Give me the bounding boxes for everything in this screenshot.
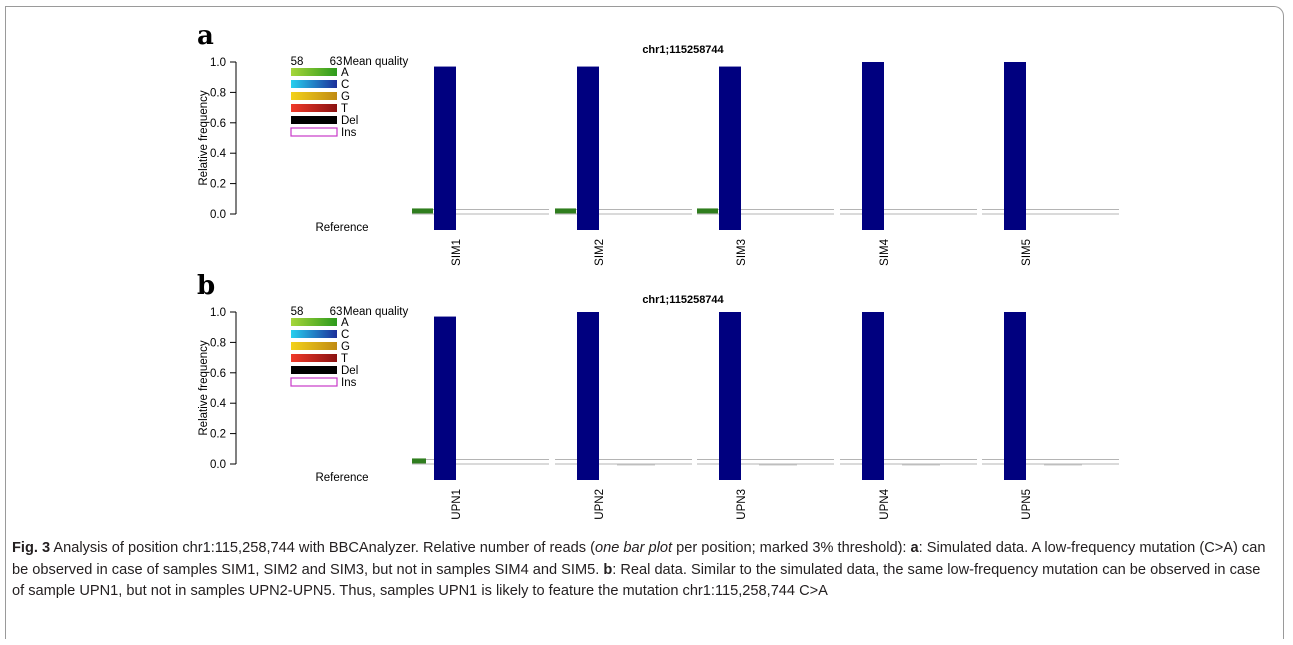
reference-bar (862, 62, 884, 230)
caption-text-4: : Real data. Similar to the simulated da… (12, 561, 1261, 600)
y-tick-label: 0.8 (210, 337, 226, 349)
bar-group-upn5: UPN5 (982, 312, 1119, 520)
reference-bar (719, 312, 741, 480)
reference-bar (862, 312, 884, 480)
legend-scale-max: 63 (330, 306, 343, 318)
legend-swatch-ins (290, 377, 338, 387)
panel-letter: a (197, 21, 214, 51)
caption-text-2: per position; marked 3% threshold): (672, 540, 911, 556)
y-axis-label: Relative frequency (198, 90, 210, 185)
legend-swatch-g (291, 342, 337, 350)
chart-title: chr1;115258744 (642, 44, 724, 56)
panel-letter: b (197, 271, 215, 301)
caption-fig-label: Fig. 3 (12, 540, 51, 556)
reference-bar (1004, 312, 1026, 480)
caption-text-3: : Simulated data. A low-frequency mutati… (12, 540, 1266, 578)
caption-bold-a: a (910, 540, 919, 556)
legend-label-a: A (341, 317, 349, 329)
legend-scale-title: Mean quality (343, 56, 408, 68)
legend-label-ins: Ins (341, 127, 357, 139)
y-tick-label: 0.2 (210, 179, 226, 191)
figure-caption: Fig. 3 Analysis of position chr1:115,258… (12, 538, 1274, 603)
legend-swatch-a (291, 318, 337, 326)
y-tick-label: 0.6 (210, 118, 226, 130)
category-label-sim4: SIM4 (879, 238, 891, 265)
bar-group-upn2: UPN2 (555, 312, 692, 520)
reference-bar (577, 312, 599, 480)
caption-text-1: Analysis of position chr1:115,258,744 wi… (50, 540, 595, 556)
legend-swatch-t (291, 104, 337, 112)
legend-scale-min: 58 (291, 56, 304, 68)
category-label-upn1: UPN1 (451, 489, 463, 520)
y-tick-label: 1.0 (210, 57, 226, 69)
category-label-sim5: SIM5 (1021, 239, 1033, 266)
y-tick-label: 0.8 (210, 87, 226, 99)
legend-swatch-g (291, 92, 337, 100)
legend-label-c: C (341, 79, 349, 91)
category-label-sim3: SIM3 (736, 239, 748, 266)
caption-bold-b: b (603, 561, 613, 578)
reference-label: Reference (315, 472, 368, 484)
category-label-sim1: SIM1 (451, 239, 463, 266)
legend-swatch-c (291, 330, 337, 338)
legend-scale-min: 58 (291, 306, 304, 318)
bar-group-upn1: UPN1 (412, 316, 549, 520)
panel-b: b chr1;115258744 0.0 0.2 0.4 0.6 0.8 1.0 Relativ… (197, 271, 1119, 520)
y-tick-label: 0.6 (210, 368, 226, 380)
panel-a: a chr1;115258744 0.0 0.2 0.4 0.6 0.8 1.0 Relativ… (197, 21, 1119, 266)
y-tick-label: 0.4 (210, 148, 227, 160)
y-tick-label: 0.0 (210, 459, 226, 471)
legend-label-del: Del (341, 365, 358, 377)
reference-bar (434, 66, 456, 230)
legend-swatch-t (291, 354, 337, 362)
legend-scale-title: Mean quality (343, 306, 408, 318)
bar-group-sim1: SIM1 (412, 66, 549, 266)
mutation-bar (412, 208, 433, 214)
bar-group-sim5: SIM5 (982, 62, 1119, 266)
category-label-upn2: UPN2 (594, 489, 606, 520)
y-tick-label: 0.0 (210, 209, 226, 221)
legend-label-c: C (341, 329, 349, 341)
legend-label-del: Del (341, 115, 358, 127)
reference-bar (577, 66, 599, 230)
legend-scale-max: 63 (330, 56, 343, 68)
category-label-upn3: UPN3 (736, 489, 748, 520)
mutation-bar (555, 208, 576, 214)
bar-group-sim2: SIM2 (555, 66, 692, 266)
caption-italic-1: one bar plot (594, 540, 673, 556)
legend-label-t: T (341, 103, 348, 115)
chart-title: chr1;115258744 (642, 294, 724, 306)
category-label-upn5: UPN5 (1021, 489, 1033, 520)
figure-frame (5, 6, 1284, 639)
legend-swatch-del (291, 116, 337, 124)
mutation-bar (697, 208, 718, 214)
legend-label-a: A (341, 67, 349, 79)
y-tick-label: 1.0 (210, 307, 226, 319)
y-tick-label: 0.2 (210, 429, 226, 441)
legend-swatch-c (291, 80, 337, 88)
legend-label-ins: Ins (341, 377, 357, 389)
bar-group-sim4: SIM4 (840, 62, 977, 266)
legend-label-t: T (341, 353, 348, 365)
y-axis-label: Relative frequency (198, 340, 210, 435)
legend-swatch-a (291, 68, 337, 76)
mutation-bar (412, 458, 426, 464)
bar-group-upn3: UPN3 (697, 312, 834, 520)
reference-label: Reference (315, 222, 368, 234)
legend-swatch-del (291, 366, 337, 374)
bar-group-upn4: UPN4 (840, 312, 977, 520)
category-label-sim2: SIM2 (594, 239, 606, 266)
figure-svg: a chr1;115258744 0.0 0.2 0.4 0.6 0.8 1.0 Relativ… (197, 21, 1119, 520)
reference-bar (1004, 62, 1026, 230)
legend-swatch-ins (290, 127, 338, 137)
reference-bar (434, 316, 456, 480)
bar-group-sim3: SIM3 (697, 66, 834, 266)
legend-label-g: G (341, 341, 350, 353)
reference-bar (719, 66, 741, 230)
y-tick-label: 0.4 (210, 398, 227, 410)
category-label-upn4: UPN4 (879, 488, 891, 519)
legend-label-g: G (341, 91, 350, 103)
